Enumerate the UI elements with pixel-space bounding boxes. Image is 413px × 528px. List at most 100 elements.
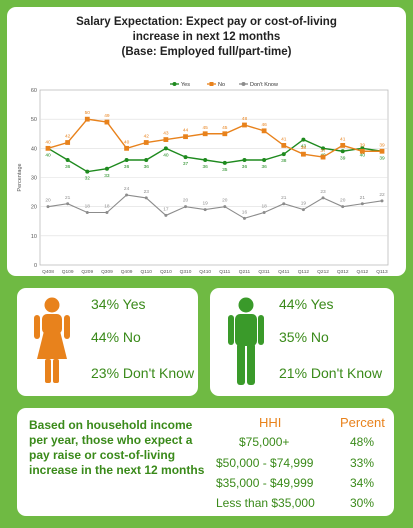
x-tick-label: Q410 [199, 269, 211, 275]
hhi-column-header: HHI [259, 415, 282, 430]
data-point [320, 154, 326, 160]
data-label: 43 [301, 144, 307, 150]
data-label: 32 [85, 176, 91, 182]
data-label: 18 [85, 204, 91, 210]
female-no-stat: 44% No [91, 329, 141, 345]
data-label: 39 [340, 155, 346, 161]
hhi-description: Based on household income per year, thos… [29, 418, 205, 477]
data-label: 20 [222, 198, 228, 204]
y-axis-label: Percentage [17, 163, 23, 191]
x-tick-label: Q309 [101, 269, 113, 275]
data-label: 36 [144, 164, 150, 170]
chart-title-line2: increase in next 12 months [132, 31, 281, 43]
y-tick-label: 20 [31, 205, 37, 211]
series-line [47, 194, 383, 219]
legend-label: Yes [181, 82, 190, 88]
data-point [65, 158, 70, 162]
data-label: 17 [163, 206, 169, 212]
data-label: 20 [183, 198, 189, 204]
data-label: 19 [203, 201, 209, 207]
data-point [301, 137, 306, 142]
data-point [222, 131, 228, 137]
data-label: 44 [183, 128, 189, 134]
hhi-range: $75,000+ [239, 435, 290, 449]
data-label: 41 [340, 136, 346, 142]
x-tick-label: Q111 [219, 269, 230, 275]
legend-label: No [218, 82, 225, 88]
x-tick-label: Q212 [317, 269, 329, 275]
data-label: 40 [45, 152, 51, 158]
data-label: 38 [281, 158, 287, 164]
data-point [359, 148, 365, 154]
chart-panel: Salary Expectation: Expect pay or cost-o… [7, 7, 406, 276]
data-label: 36 [65, 164, 71, 170]
data-point [340, 143, 346, 148]
x-tick-label: Q310 [180, 269, 192, 275]
hhi-percent: 30% [350, 496, 375, 510]
data-label: 46 [261, 122, 267, 128]
male-icon [228, 297, 264, 385]
hhi-percent: 34% [350, 476, 375, 490]
data-label: 37 [320, 148, 326, 154]
x-tick-label: Q412 [356, 269, 368, 275]
data-point [301, 208, 305, 212]
data-point [242, 122, 247, 128]
data-point [184, 205, 188, 209]
data-label: 39 [360, 142, 366, 148]
data-point [144, 158, 149, 162]
data-point [242, 158, 247, 162]
data-point [242, 216, 246, 220]
hhi-panel: Based on household income per year, thos… [17, 408, 394, 516]
female-dk-stat: 23% Don't Know [91, 365, 195, 381]
data-label: 48 [242, 116, 248, 122]
data-label: 23 [144, 189, 150, 195]
data-label: 36 [242, 164, 248, 170]
data-label: 21 [281, 195, 287, 201]
data-point [341, 205, 345, 209]
data-label: 33 [104, 173, 110, 179]
data-label: 36 [124, 164, 130, 170]
data-label: 42 [65, 134, 71, 140]
data-label: 24 [124, 186, 130, 192]
x-tick-label: Q110 [141, 269, 153, 275]
data-label: 22 [379, 192, 385, 198]
data-label: 40 [124, 139, 130, 145]
data-point [104, 119, 110, 125]
data-label: 49 [104, 113, 110, 119]
data-label: 36 [261, 164, 267, 170]
data-label: 36 [203, 164, 209, 170]
male-dk-stat: 21% Don't Know [279, 365, 383, 381]
data-label: 21 [65, 195, 71, 201]
male-no-stat: 35% No [279, 329, 329, 345]
data-label: 50 [85, 110, 91, 116]
data-label: 40 [45, 139, 51, 145]
y-tick-label: 0 [34, 263, 37, 269]
percent-column-header: Percent [340, 415, 385, 430]
hhi-percent: 33% [350, 456, 375, 470]
data-point [262, 158, 267, 162]
data-point [163, 146, 168, 151]
x-tick-label: Q409 [121, 269, 133, 275]
data-label: 41 [281, 136, 287, 142]
data-point [124, 145, 129, 151]
male-card: 44% Yes 35% No 21% Don't Know [210, 288, 394, 396]
data-point [105, 211, 109, 214]
hhi-range: $50,000 - $74,999 [216, 456, 314, 470]
data-point [66, 202, 70, 206]
x-tick-label: Q209 [81, 269, 93, 275]
data-label: 16 [242, 209, 248, 215]
data-point [223, 205, 227, 209]
data-point [321, 196, 325, 200]
chart-title-line1: Salary Expectation: Expect pay or cost-o… [76, 16, 337, 28]
x-tick-label: Q113 [376, 269, 388, 275]
data-point [85, 211, 89, 214]
data-point [124, 158, 129, 162]
x-tick-label: Q408 [42, 269, 54, 275]
data-point [164, 213, 168, 217]
data-point [340, 149, 345, 154]
data-label: 18 [104, 204, 110, 210]
data-label: 40 [360, 152, 366, 158]
y-tick-label: 30 [31, 176, 37, 182]
female-yes-stat: 34% Yes [91, 296, 146, 312]
data-label: 39 [379, 155, 385, 161]
